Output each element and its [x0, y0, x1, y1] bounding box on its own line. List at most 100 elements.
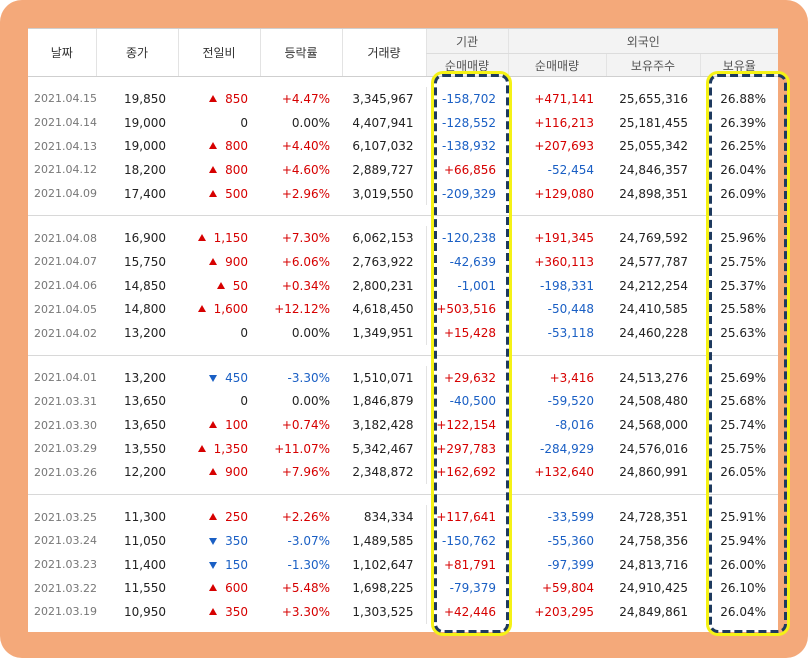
header-change: 전일비 — [177, 29, 260, 77]
table-row: 2021.03.23 11,400 150 -1.30% 1,102,647 +81,79… — [28, 552, 778, 577]
cell-close: 11,550 — [124, 581, 166, 596]
cell-frgn: +132,640 — [534, 465, 594, 480]
cell-close: 11,300 — [124, 510, 166, 525]
stock-trading-table-panel: 날짜 종가 전일비 등락률 거래량 기관 외국인 순매매량 순매매량 보유주수 … — [28, 28, 779, 632]
change-value: 450 — [225, 370, 248, 385]
cell-inst: +42,446 — [425, 600, 508, 624]
cell-shares: 24,513,276 — [619, 370, 688, 385]
header-date: 날짜 — [28, 29, 96, 77]
cell-ratio: 25.94% — [720, 533, 767, 548]
change-value: 900 — [225, 254, 248, 269]
change-value: 1,600 — [213, 302, 248, 317]
cell-frgn: -55,360 — [547, 533, 594, 548]
cell-date: 2021.04.14 — [34, 116, 97, 130]
cell-shares: 24,508,480 — [619, 394, 688, 409]
cell-date: 2021.04.05 — [34, 302, 97, 316]
table-row: 2021.04.05 14,800 1,600 +12.12% 4,618,450 +50… — [28, 297, 778, 322]
cell-change: 450 — [178, 366, 260, 390]
up-triangle-icon — [209, 189, 218, 197]
change-value: 800 — [225, 162, 248, 177]
cell-shares: 24,910,425 — [619, 581, 688, 596]
cell-ratio: 26.00% — [720, 557, 767, 572]
cell-rate: +4.47% — [281, 91, 330, 106]
change-value: 500 — [225, 186, 248, 201]
up-triangle-icon — [209, 257, 218, 265]
cell-volume: 1,489,585 — [352, 533, 414, 548]
cell-change: 850 — [178, 87, 260, 111]
cell-frgn: +59,804 — [541, 581, 594, 596]
down-triangle-icon — [209, 374, 218, 382]
cell-rate: +12.12% — [274, 302, 330, 317]
cell-ratio: 26.10% — [720, 581, 767, 596]
cell-frgn: -33,599 — [547, 510, 594, 525]
cell-rate: -1.30% — [287, 557, 330, 572]
cell-shares: 24,460,228 — [619, 326, 688, 341]
group-separator — [28, 484, 779, 496]
cell-change: 150 — [178, 553, 260, 577]
cell-volume: 3,345,967 — [352, 91, 414, 106]
up-triangle-icon — [209, 142, 218, 150]
table-row: 2021.03.31 13,650 0 0.00% 1,846,879 -40,500 -5… — [28, 389, 778, 414]
cell-volume: 5,342,467 — [352, 441, 414, 456]
up-triangle-icon — [197, 234, 206, 242]
cell-frgn: +129,080 — [534, 186, 594, 201]
up-triangle-icon — [209, 421, 218, 429]
cell-rate: +4.60% — [281, 162, 330, 177]
group-spacer — [28, 495, 778, 506]
cell-change: 350 — [178, 600, 260, 624]
cell-ratio: 26.39% — [720, 115, 767, 130]
cell-change: 100 — [178, 413, 260, 437]
group-separator — [28, 344, 779, 356]
cell-shares: 24,410,585 — [619, 302, 688, 317]
cell-ratio: 26.05% — [720, 465, 767, 480]
cell-inst: -128,552 — [425, 110, 508, 135]
cell-close: 11,050 — [124, 533, 166, 548]
table-row: 2021.03.25 11,300 250 +2.26% 834,334 +117,641… — [28, 505, 778, 529]
cell-close: 12,200 — [124, 465, 166, 480]
cell-frgn: -52,454 — [547, 162, 594, 177]
header-inst-net: 순매매량 — [425, 53, 508, 77]
cell-date: 2021.03.23 — [34, 558, 97, 572]
cell-inst: +15,428 — [425, 321, 508, 345]
cell-volume: 2,348,872 — [352, 465, 414, 480]
cell-ratio: 25.37% — [720, 278, 767, 293]
cell-change: 1,600 — [178, 298, 260, 322]
cell-change: 900 — [178, 461, 260, 485]
cell-ratio: 25.96% — [720, 231, 767, 246]
cell-change: 500 — [178, 182, 260, 206]
cell-shares: 25,181,455 — [619, 115, 688, 130]
table-row: 2021.04.14 19,000 0 0.00% 4,407,941 -128,552 +… — [28, 110, 778, 135]
cell-inst: +503,516 — [425, 297, 508, 322]
cell-close: 14,800 — [124, 302, 166, 317]
cell-close: 15,750 — [124, 254, 166, 269]
cell-close: 13,650 — [124, 394, 166, 409]
cell-shares: 24,769,592 — [619, 231, 688, 246]
cell-rate: +3.30% — [281, 604, 330, 619]
table-row: 2021.04.15 19,850 850 +4.47% 3,345,967 -158,7… — [28, 87, 778, 111]
cell-rate: +0.74% — [281, 418, 330, 433]
cell-volume: 2,889,727 — [352, 162, 414, 177]
cell-rate: -3.30% — [287, 370, 330, 385]
cell-ratio: 26.09% — [720, 186, 767, 201]
down-triangle-icon — [209, 561, 218, 569]
cell-volume: 2,763,922 — [352, 254, 414, 269]
cell-rate: +7.30% — [281, 231, 330, 246]
group-spacer — [28, 216, 778, 227]
cell-inst: -150,762 — [425, 529, 508, 553]
cell-inst: +29,632 — [425, 365, 508, 390]
cell-ratio: 26.88% — [720, 91, 767, 106]
header-volume: 거래량 — [341, 29, 426, 77]
cell-close: 16,900 — [124, 231, 166, 246]
cell-shares: 24,577,787 — [619, 254, 688, 269]
cell-inst: -79,379 — [425, 576, 508, 601]
cell-ratio: 25.68% — [720, 394, 767, 409]
cell-volume: 1,349,951 — [352, 326, 414, 341]
change-value: 350 — [225, 604, 248, 619]
cell-inst: -1,001 — [425, 273, 508, 298]
change-value: 350 — [225, 533, 248, 548]
table-row: 2021.04.13 19,000 800 +4.40% 6,107,032 -138,9… — [28, 134, 778, 159]
table-row: 2021.03.22 11,550 600 +5.48% 1,698,225 -79,37… — [28, 576, 778, 601]
cell-ratio: 25.63% — [720, 326, 767, 341]
cell-frgn: -50,448 — [547, 302, 594, 317]
cell-close: 13,550 — [124, 441, 166, 456]
